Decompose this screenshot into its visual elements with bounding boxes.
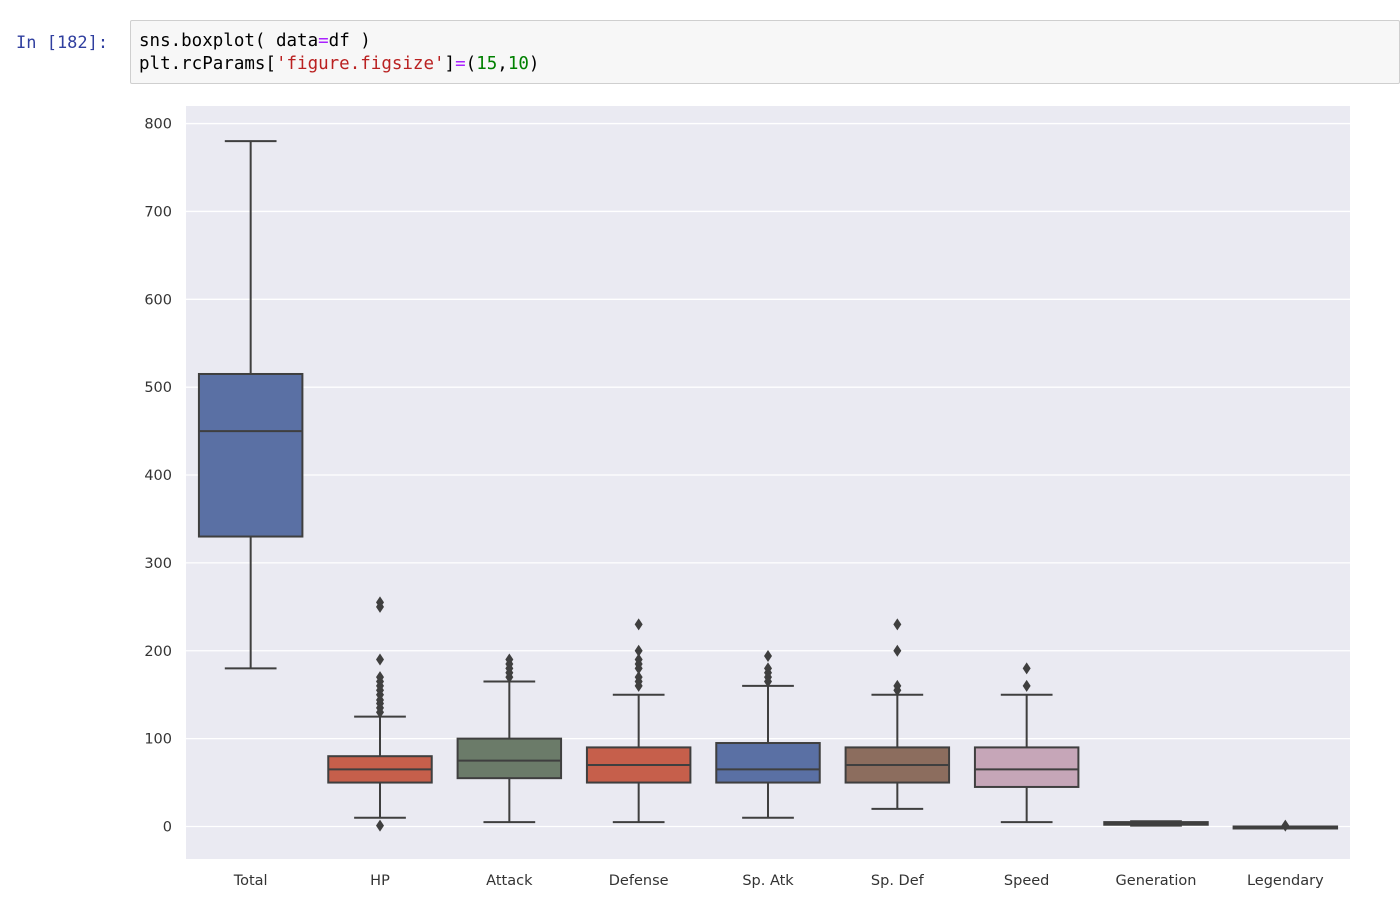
outlier-marker [634,671,643,684]
code-number: 15 [476,54,498,74]
cell-output: 0 100 200 300 400 500 600 700 800 Total HP Attack De… [130,88,1400,903]
code-string: 'figure.figsize' [275,54,445,74]
code-token: ] [444,54,456,74]
y-tick-label: 0 [163,819,172,835]
outlier-marker [764,650,772,663]
box-hp [327,596,433,832]
iqr-box [973,746,1080,788]
outlier-marker [376,653,384,666]
x-tick-label: HP [370,873,390,889]
y-tick-label: 400 [144,468,172,484]
code-token: , [497,54,508,74]
code-operator: = [455,54,466,74]
code-line-1: sns.boxplot( data=df ) [139,30,1399,53]
box-attack [456,653,563,824]
box-defense [585,618,692,824]
boxplot-chart: 0 100 200 300 400 500 600 700 800 Total HP Attack De… [144,106,1350,889]
outlier-marker [1281,819,1290,832]
outlier-marker [505,653,514,666]
outlier-marker [376,819,384,832]
box-generation [1103,820,1209,827]
box-sp-atk [715,650,821,819]
x-tick-label: Generation [1116,873,1197,889]
x-tick-label: Sp. Def [871,873,925,889]
outlier-marker [1022,662,1031,675]
y-tick-label: 300 [144,556,172,572]
iqr-box [456,737,563,780]
code-line-2: plt.rcParams['figure.figsize']=(15,10) [139,53,1399,76]
outlier-marker [634,618,643,631]
cell-prompt: In [182]: [16,33,109,53]
code-cell-input[interactable]: sns.boxplot( data=df ) plt.rcParams['fig… [130,20,1400,84]
outlier-marker [893,618,902,631]
outlier-marker [634,653,643,666]
code-token: sns.boxplot( data [139,31,319,51]
outlier-marker [893,679,902,692]
code-token: ( [465,54,477,74]
outlier-marker [893,644,902,657]
iqr-box [715,742,821,784]
box-speed [973,662,1080,824]
y-tick-label: 800 [144,117,172,133]
outlier-marker [1022,679,1031,692]
box-sp-def [844,618,951,810]
x-tick-label: Sp. Atk [742,873,794,889]
outlier-marker [634,644,643,657]
x-tick-label: Defense [609,873,669,889]
code-token: ) [528,54,540,74]
y-tick-label: 500 [144,380,172,396]
box-legendary [1232,819,1339,832]
y-tick-label: 100 [144,732,172,748]
code-token: df ) [328,31,371,51]
x-tick-label: Total [233,873,268,889]
outlier-marker [764,662,772,675]
x-tick-label: Speed [1004,873,1049,889]
code-number: 10 [507,54,529,74]
iqr-box [197,372,304,538]
y-tick-label: 200 [144,644,172,660]
y-tick-label: 700 [144,204,172,220]
y-tick-label: 600 [144,292,172,308]
code-token: plt.rcParams[ [139,54,276,74]
x-tick-label: Legendary [1247,873,1324,889]
code-operator: = [318,31,329,51]
x-tick-label: Attack [486,873,533,889]
box-total [197,140,304,670]
outlier-marker [376,596,384,609]
outlier-marker [376,671,384,684]
